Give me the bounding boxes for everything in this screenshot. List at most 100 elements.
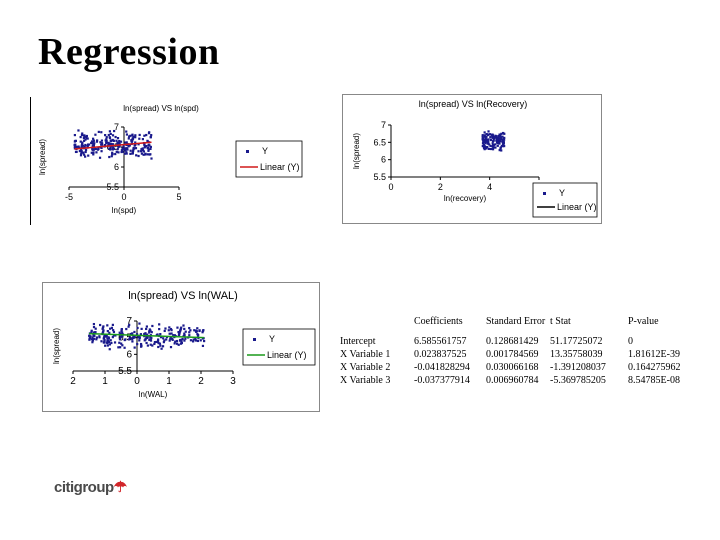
data-point	[111, 134, 115, 137]
data-point	[131, 336, 134, 339]
data-point	[138, 137, 141, 140]
data-point	[148, 330, 151, 333]
data-point	[128, 323, 131, 326]
data-point	[496, 138, 499, 141]
data-point	[125, 147, 129, 150]
data-point	[92, 153, 95, 156]
data-point	[201, 337, 204, 340]
data-point	[494, 134, 497, 137]
data-point	[101, 326, 105, 329]
data-point	[121, 335, 124, 338]
data-point	[112, 146, 115, 149]
data-point	[188, 331, 191, 334]
data-point	[124, 147, 127, 150]
data-point	[498, 141, 501, 145]
data-point	[104, 344, 107, 347]
data-point	[116, 148, 119, 151]
data-point	[140, 150, 143, 153]
data-point	[198, 329, 201, 332]
data-point	[196, 327, 199, 330]
data-point	[491, 148, 495, 151]
data-point	[159, 336, 163, 339]
data-point	[82, 151, 85, 154]
data-point	[86, 137, 89, 140]
data-point	[83, 145, 86, 148]
data-point	[94, 147, 97, 151]
table-header-cell: Standard Error	[486, 316, 546, 327]
y-tick-label: 5.5	[106, 182, 119, 192]
data-point	[147, 148, 150, 151]
table-cell: -1.391208037	[550, 362, 606, 373]
data-point	[79, 154, 83, 157]
data-point	[491, 135, 495, 138]
data-point	[483, 134, 486, 137]
data-point	[90, 151, 93, 154]
chart-title: ln(spread) VS ln(spd)	[123, 104, 199, 113]
data-point	[105, 136, 108, 139]
table-cell: 0.030066168	[486, 362, 539, 373]
y-tick-label: 7	[381, 120, 386, 130]
data-point	[134, 136, 137, 139]
data-point	[487, 138, 490, 141]
data-point	[483, 138, 486, 142]
data-point	[481, 137, 485, 140]
y-axis-label: ln(spread)	[52, 328, 61, 364]
data-point	[151, 344, 154, 347]
data-point	[137, 150, 140, 153]
data-point	[113, 129, 116, 133]
data-point	[90, 329, 93, 332]
data-point	[118, 341, 121, 344]
data-point	[483, 145, 487, 148]
data-point	[124, 338, 127, 341]
data-point	[73, 133, 76, 137]
data-point	[201, 329, 205, 332]
data-point	[133, 346, 136, 349]
data-point	[122, 145, 125, 148]
data-point	[108, 155, 111, 159]
data-point	[128, 336, 131, 339]
table-cell: 1.81612E-39	[628, 349, 680, 360]
data-point	[103, 339, 106, 342]
data-point	[194, 339, 198, 342]
data-point	[106, 344, 109, 347]
data-point	[84, 150, 87, 154]
data-point	[193, 329, 196, 332]
legend-box	[532, 182, 598, 218]
x-tick-label: 0	[134, 376, 140, 387]
data-point	[79, 140, 82, 143]
data-point	[131, 137, 135, 140]
data-point	[132, 148, 135, 151]
data-point	[119, 335, 122, 338]
data-point	[108, 343, 111, 346]
data-point	[140, 344, 143, 348]
data-point	[91, 137, 95, 140]
data-point	[140, 327, 143, 330]
data-point	[142, 150, 146, 153]
data-point	[100, 146, 103, 150]
data-point	[144, 337, 147, 341]
data-point	[107, 336, 110, 339]
chart-recovery: ln(spread) VS ln(Recovery) ln(spread) 5.5 6…	[352, 99, 598, 218]
data-point	[125, 141, 128, 144]
legend-label-linear: Linear (Y)	[267, 350, 307, 360]
data-point	[167, 329, 170, 332]
data-point	[489, 147, 493, 151]
legend-box	[235, 140, 303, 178]
data-point	[106, 324, 109, 327]
data-point	[83, 135, 86, 138]
table-header-cell	[340, 316, 414, 336]
data-point	[146, 140, 149, 143]
y-tick-label: 5.5	[373, 172, 386, 182]
data-point	[143, 333, 146, 336]
data-point	[131, 332, 134, 335]
umbrella-icon: ☂	[113, 479, 127, 496]
data-point	[114, 334, 117, 337]
data-point	[90, 141, 93, 145]
data-point	[492, 144, 495, 147]
data-point	[84, 143, 87, 147]
table-cell: 13.35758039	[550, 349, 603, 360]
chart-wal: ln(spread) VS ln(WAL) ln(spread) 5.5 6 6.5 7 2…	[52, 290, 316, 399]
data-point	[498, 149, 501, 152]
data-point	[159, 333, 162, 336]
data-point	[140, 152, 143, 155]
